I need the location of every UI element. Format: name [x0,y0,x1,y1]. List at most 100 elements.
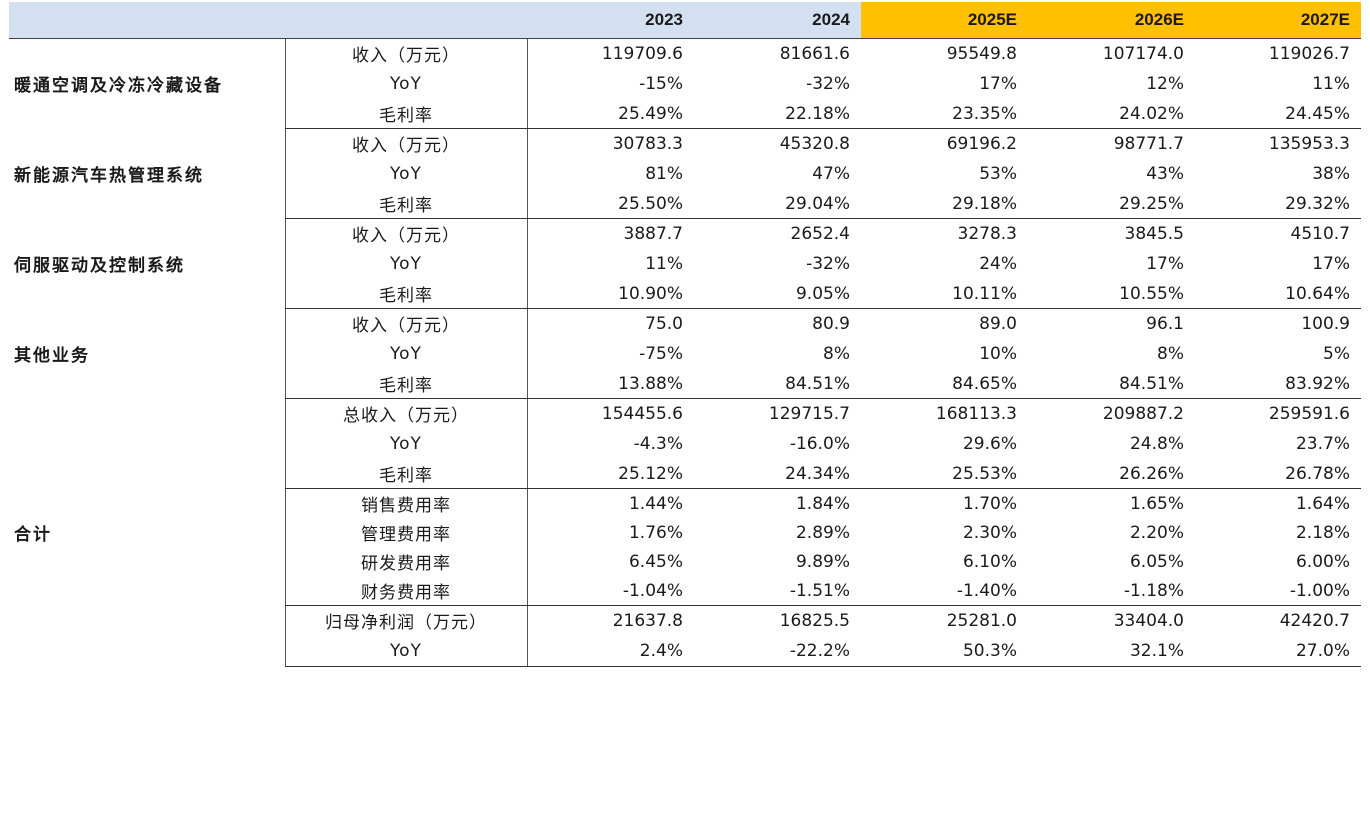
value-cell: -1.18% [1028,576,1195,606]
table-row: 毛利率 25.12% 24.34% 25.53% 26.26% 26.78% [9,459,1361,489]
segment-label: 暖通空调及冷冻冷藏设备 [14,76,223,97]
value-cell: -16.0% [789,433,850,454]
value-cell: 8% [1157,343,1184,364]
value-cell: 10.64% [1195,279,1361,309]
value-cell: 27.0% [1195,635,1361,667]
value-cell: -1.00% [1195,576,1361,606]
value-cell: 1.76% [628,522,683,543]
value-cell: 24% [979,253,1017,274]
table-header: 2023 2024 2025E 2026E 2027E [9,2,1361,39]
value-cell: 12% [1146,73,1184,94]
value-cell: 16825.5 [779,610,850,631]
value-cell: 45320.8 [779,133,850,154]
header-row: 2023 2024 2025E 2026E 2027E [9,2,1361,39]
table-row: 毛利率 25.49% 22.18% 23.35% 24.02% 24.45% [9,99,1361,129]
value-cell: 42420.7 [1279,610,1350,631]
value-cell: 83.92% [1195,369,1361,399]
table-row: 毛利率 25.50% 29.04% 29.18% 29.25% 29.32% [9,189,1361,219]
table-row: YoY -75% 8% 10% 8% 5% [9,338,1361,369]
value-cell: 2.4% [527,635,694,667]
value-cell: 3845.5 [1124,223,1184,244]
value-cell: 1.64% [1295,493,1350,514]
table-row: 研发费用率 6.45% 9.89% 6.10% 6.05% 6.00% [9,547,1361,576]
value-cell: 95549.8 [946,43,1017,64]
value-cell: 17% [979,73,1017,94]
value-cell: 6.10% [962,551,1017,572]
value-cell: 9.89% [795,551,850,572]
value-cell: 10.90% [527,279,694,309]
value-cell: 69196.2 [946,133,1017,154]
value-cell: 154455.6 [601,403,683,424]
value-cell: 21637.8 [612,610,683,631]
table-row: YoY -15% -32% 17% 12% 11% [9,68,1361,99]
value-cell: 2.18% [1295,522,1350,543]
table-row: 合计 总收入（万元） 154455.6 129715.7 168113.3 209887.… [9,398,1361,545]
value-cell: 75.0 [645,313,683,334]
segment-label: 伺服驱动及控制系统 [14,256,185,276]
value-cell: 25.12% [527,459,694,489]
value-cell: 4510.7 [1290,223,1350,244]
metric-label: 总收入（万元） [284,398,528,428]
metric-label: 管理费用率 [284,518,528,547]
value-cell: 209887.2 [1102,403,1184,424]
header-year-2026e: 2026E [1028,2,1195,39]
value-cell: 259591.6 [1268,403,1350,424]
metric-label: YoY [284,428,528,459]
value-cell: -15% [639,73,683,94]
value-cell: 6.05% [1129,551,1184,572]
table-row: YoY 11% -32% 24% 17% 17% [9,248,1361,279]
table-row: 销售费用率 1.44% 1.84% 1.70% 1.65% 1.64% [9,488,1361,518]
value-cell: 29.25% [1028,189,1195,219]
value-cell: 9.05% [694,279,861,309]
metric-label: 毛利率 [284,279,528,309]
table-row: 毛利率 10.90% 9.05% 10.11% 10.55% 10.64% [9,279,1361,309]
metric-label: YoY [284,248,528,279]
value-cell: 47% [812,163,850,184]
table-row: 伺服驱动及控制系统 收入（万元） 3887.7 2652.4 3278.3 3845.5 4… [9,218,1361,276]
metric-label: 收入（万元） [284,128,528,158]
value-cell: 29.32% [1195,189,1361,219]
value-cell: 13.88% [527,369,694,399]
value-cell: 29.6% [962,433,1017,454]
value-cell: 1.65% [1129,493,1184,514]
table-row: 财务费用率 -1.04% -1.51% -1.40% -1.18% -1.00% [9,576,1361,606]
value-cell: 30783.3 [612,133,683,154]
value-cell: 1.44% [628,493,683,514]
table-row: 暖通空调及冷冻冷藏设备 收入（万元） 119709.6 81661.6 95549.8 1… [9,38,1361,96]
value-cell: 38% [1312,163,1350,184]
value-cell: 2.89% [795,522,850,543]
value-cell: -32% [806,253,850,274]
value-cell: 24.45% [1195,99,1361,129]
value-cell: 11% [645,253,683,274]
value-cell: 11% [1312,73,1350,94]
value-cell: 5% [1323,343,1350,364]
table-row: YoY -4.3% -16.0% 29.6% 24.8% 23.7% [9,428,1361,459]
value-cell: 22.18% [694,99,861,129]
table-row: 毛利率 13.88% 84.51% 84.65% 84.51% 83.92% [9,369,1361,399]
value-cell: 6.45% [628,551,683,572]
value-cell: 1.70% [962,493,1017,514]
value-cell: -1.04% [527,576,694,606]
value-cell: 96.1 [1146,313,1184,334]
value-cell: 53% [979,163,1017,184]
value-cell: 26.78% [1195,459,1361,489]
value-cell: -32% [806,73,850,94]
value-cell: 135953.3 [1268,133,1350,154]
value-cell: 25281.0 [946,610,1017,631]
header-metric-cell [285,2,527,39]
value-cell: 84.51% [1028,369,1195,399]
value-cell: 24.34% [694,459,861,489]
value-cell: 6.00% [1295,551,1350,572]
metric-label: 毛利率 [284,99,528,129]
value-cell: 84.65% [861,369,1028,399]
value-cell: 129715.7 [768,403,850,424]
table-row: 其他业务 收入（万元） 75.0 80.9 89.0 96.1 100.9 [9,308,1361,366]
table-row: 归母净利润（万元） 21637.8 16825.5 25281.0 33404.0 424… [9,605,1361,635]
header-segment-cell [9,2,285,39]
value-cell: 98771.7 [1113,133,1184,154]
value-cell: 43% [1146,163,1184,184]
value-cell: 50.3% [861,635,1028,667]
table-row: 新能源汽车热管理系统 收入（万元） 30783.3 45320.8 69196.2 987… [9,128,1361,186]
value-cell: 25.49% [527,99,694,129]
value-cell: 2652.4 [790,223,850,244]
